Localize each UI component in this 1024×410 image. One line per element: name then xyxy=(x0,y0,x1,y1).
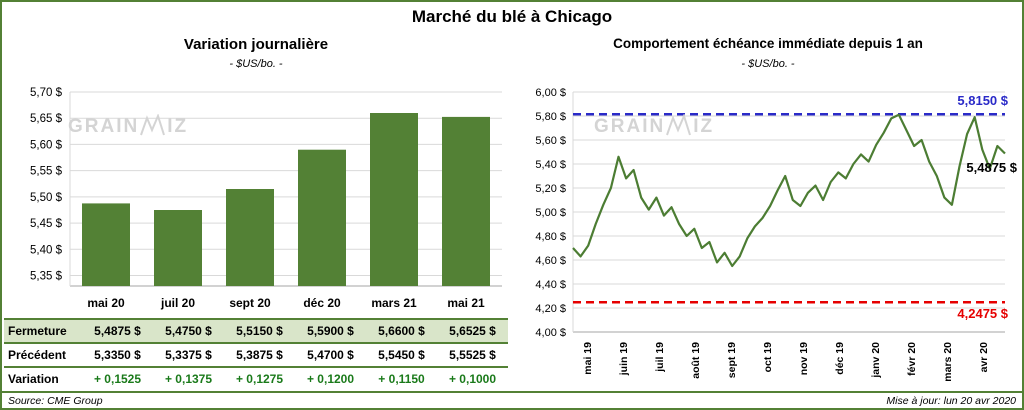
price-line xyxy=(572,113,1006,268)
svg-text:5,60 $: 5,60 $ xyxy=(535,135,566,147)
svg-text:4,00 $: 4,00 $ xyxy=(535,327,566,339)
bar xyxy=(154,210,202,286)
source-label: Source: CME Group xyxy=(8,394,103,407)
table-cell: + 0,1275 xyxy=(235,372,284,386)
svg-text:5,65 $: 5,65 $ xyxy=(30,113,63,125)
bar-chart-subtitle: - $US/bo. - xyxy=(229,58,283,70)
svg-text:sept 20: sept 20 xyxy=(229,296,271,310)
svg-text:mai 20: mai 20 xyxy=(87,296,125,310)
bar xyxy=(370,113,418,286)
table-cell: 5,4750 $ xyxy=(165,324,212,338)
table-cell: + 0,1000 xyxy=(448,372,497,386)
svg-text:sept 19: sept 19 xyxy=(726,342,738,378)
table-cell: 5,3350 $ xyxy=(94,348,141,362)
svg-text:4,60 $: 4,60 $ xyxy=(535,255,566,267)
table-cell: + 0,1200 xyxy=(306,372,355,386)
svg-text:5,20 $: 5,20 $ xyxy=(535,183,566,195)
updated-label: Mise à jour: lun 20 avr 2020 xyxy=(886,394,1016,407)
bar-chart: 5,70 $ 5,65 $ 5,60 $ 5,55 $ 5,50 $ 5,45 $ 5,40… xyxy=(30,87,502,310)
svg-text:4,40 $: 4,40 $ xyxy=(535,279,566,291)
line-chart: 6,00 $ 5,80 $ 5,60 $ 5,40 $ 5,20 $ 5,00 $ 4,80… xyxy=(535,87,1006,382)
bar xyxy=(298,149,346,286)
svg-text:nov 19: nov 19 xyxy=(798,342,810,375)
svg-text:5,35 $: 5,35 $ xyxy=(30,271,63,283)
svg-text:5,50 $: 5,50 $ xyxy=(30,192,63,204)
front-month-panel: Comportement échéance immédiate depuis 1… xyxy=(514,2,1022,390)
table-cell: 5,5900 $ xyxy=(307,324,354,338)
table-row: Précédent 5,3350 $ 5,3375 $ 5,3875 $ 5,4700 … xyxy=(4,343,508,367)
table-row: Fermeture 5,4875 $ 5,4750 $ 5,5150 $ 5,5900 … xyxy=(4,319,508,343)
svg-text:5,45 $: 5,45 $ xyxy=(30,218,63,230)
table-cell: + 0,1525 xyxy=(93,372,142,386)
svg-text:6,00 $: 6,00 $ xyxy=(535,87,566,99)
low-level-label: 4,2475 $ xyxy=(957,306,1008,322)
svg-text:5,70 $: 5,70 $ xyxy=(30,87,63,99)
svg-text:janv 20: janv 20 xyxy=(870,342,882,379)
svg-text:avr 20: avr 20 xyxy=(978,342,990,373)
svg-text:mars 21: mars 21 xyxy=(371,296,417,310)
footer: Source: CME Group Mise à jour: lun 20 av… xyxy=(2,391,1022,408)
table-cell: 5,6600 $ xyxy=(378,324,425,338)
page-title: Marché du blé à Chicago xyxy=(411,7,613,26)
table-cell: 5,5150 $ xyxy=(236,324,283,338)
daily-variation-panel: Variation journalière - $US/bo. - 5,70 $… xyxy=(2,2,510,390)
svg-text:5,60 $: 5,60 $ xyxy=(30,139,63,151)
svg-text:déc 20: déc 20 xyxy=(303,296,341,310)
svg-text:5,40 $: 5,40 $ xyxy=(535,159,566,171)
svg-text:août 19: août 19 xyxy=(690,342,702,379)
line-chart-title: Comportement échéance immédiate depuis 1… xyxy=(613,36,923,51)
svg-text:4,80 $: 4,80 $ xyxy=(535,231,566,243)
row-label: Variation xyxy=(8,372,59,386)
svg-text:5,80 $: 5,80 $ xyxy=(535,111,566,123)
table-row: Variation + 0,1525 + 0,1375 + 0,1275 + 0,120… xyxy=(4,367,508,390)
bar xyxy=(226,189,274,286)
table-cell: 5,5525 $ xyxy=(449,348,496,362)
table-cell: 5,5450 $ xyxy=(378,348,425,362)
svg-text:5,55 $: 5,55 $ xyxy=(30,166,63,178)
high-level-label: 5,8150 $ xyxy=(957,93,1008,109)
table-cell: 5,3375 $ xyxy=(165,348,212,362)
row-label: Fermeture xyxy=(8,324,67,338)
table-cell: + 0,1375 xyxy=(164,372,213,386)
svg-text:déc 19: déc 19 xyxy=(834,342,846,375)
svg-text:oct 19: oct 19 xyxy=(762,342,774,373)
svg-text:juil 19: juil 19 xyxy=(654,342,666,373)
table-cell: + 0,1150 xyxy=(378,372,425,386)
svg-text:mars 20: mars 20 xyxy=(942,342,954,382)
svg-text:mai 19: mai 19 xyxy=(582,342,594,375)
bar-chart-title: Variation journalière xyxy=(183,36,329,53)
table-cell: 5,4700 $ xyxy=(307,348,354,362)
svg-text:juil 20: juil 20 xyxy=(160,296,195,310)
line-chart-subtitle: - $US/bo. - xyxy=(741,58,795,70)
svg-text:5,00 $: 5,00 $ xyxy=(535,207,566,219)
row-label: Précédent xyxy=(8,348,67,362)
svg-text:5,40 $: 5,40 $ xyxy=(30,244,63,256)
table-cell: 5,6525 $ xyxy=(449,324,496,338)
svg-text:mai 21: mai 21 xyxy=(447,296,485,310)
svg-text:4,20 $: 4,20 $ xyxy=(535,303,566,315)
bar xyxy=(82,203,130,286)
last-price-label: 5,4875 $ xyxy=(966,159,1017,175)
quote-table: Fermeture 5,4875 $ 5,4750 $ 5,5150 $ 5,5900 … xyxy=(4,318,508,390)
table-cell: 5,3875 $ xyxy=(236,348,283,362)
bar xyxy=(442,116,490,287)
svg-text:févr 20: févr 20 xyxy=(906,342,918,376)
svg-text:juin 19: juin 19 xyxy=(618,342,630,376)
table-cell: 5,4875 $ xyxy=(94,324,141,338)
